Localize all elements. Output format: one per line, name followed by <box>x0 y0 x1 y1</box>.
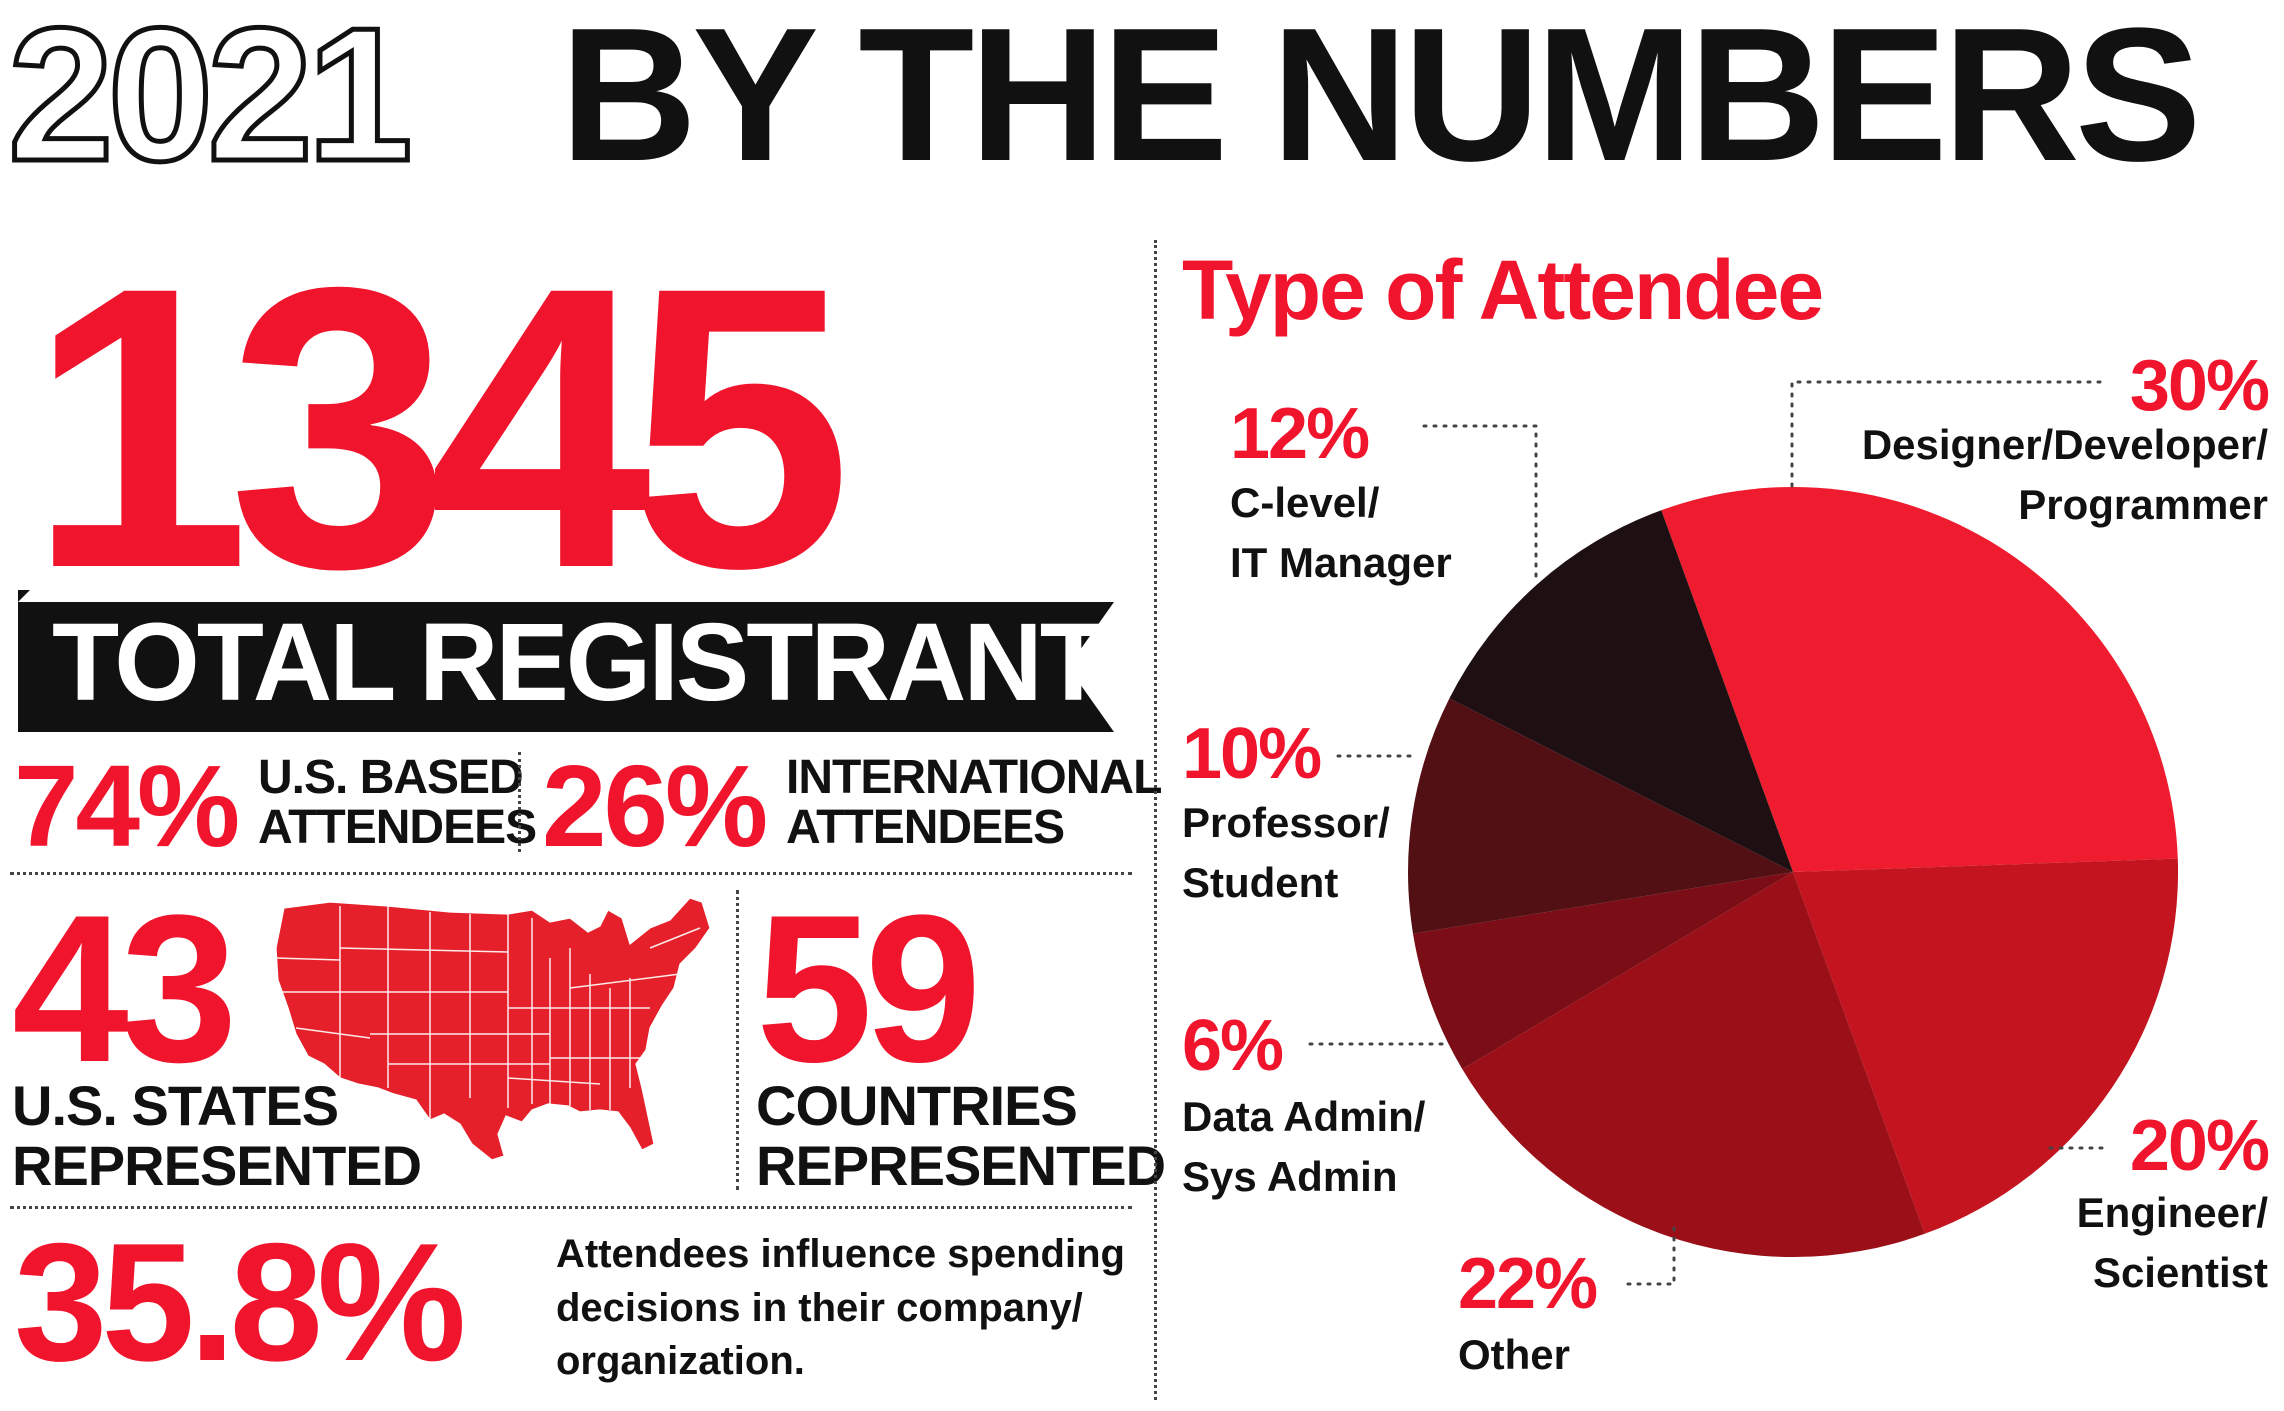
total-registrants-banner: TOTAL REGISTRANTS <box>18 590 1177 732</box>
slice-label-professor-2: Student <box>1182 859 1339 906</box>
divider-h1 <box>10 872 1132 875</box>
divider-v1 <box>518 752 521 852</box>
usa-map-icon <box>275 897 711 1161</box>
divider-h2 <box>10 1206 1132 1209</box>
pie-slice-engineer <box>1793 858 2179 1234</box>
slice-label-pct-other: 22% <box>1458 1244 1598 1324</box>
total-registrants-number: 1345 <box>28 204 852 651</box>
international-label-1: INTERNATIONAL <box>786 751 1162 804</box>
us-based-label-2: ATTENDEES <box>258 801 537 854</box>
slice-label-clevel-1: C-level/ <box>1230 479 1380 526</box>
slice-label-designer-1: Designer/Developer/ <box>1861 421 2268 468</box>
divider-center <box>1154 240 1157 1400</box>
slice-label-clevel-2: IT Manager <box>1230 539 1452 586</box>
states-label-2: REPRESENTED <box>12 1134 422 1197</box>
us-based-label-1: U.S. BASED <box>258 751 524 804</box>
slice-label-pct-engineer: 20% <box>2129 1106 2270 1186</box>
international-label-2: ATTENDEES <box>786 801 1065 854</box>
total-registrants-label: TOTAL REGISTRANTS <box>52 601 1177 724</box>
states-label-1: U.S. STATES <box>12 1074 339 1137</box>
slice-label-other: Other <box>1458 1331 1571 1378</box>
slice-label-pct-designer: 30% <box>2129 346 2270 426</box>
countries-label-2: REPRESENTED <box>756 1134 1166 1197</box>
divider-v2 <box>736 890 739 1190</box>
header-year: 2021 <box>6 0 416 201</box>
slice-label-designer-2: Programmer <box>2018 481 2268 528</box>
countries-label-1: COUNTRIES <box>756 1074 1078 1137</box>
pie-slice-other <box>1462 872 1925 1258</box>
pie-slice-professor <box>1408 698 1793 934</box>
header-title: BY THE NUMBERS <box>560 0 2202 201</box>
chart-title: Type of Attendee <box>1182 243 1824 337</box>
countries-number: 59 <box>756 871 982 1106</box>
banner-shape <box>18 590 1114 732</box>
slice-label-pct-clevel: 12% <box>1230 394 1370 474</box>
pie-slice-clevel <box>1449 510 1793 872</box>
slice-label-engineer-2: Scientist <box>2092 1249 2268 1296</box>
international-pct: 26% <box>542 741 768 871</box>
pie-slice-designer <box>1661 486 2178 872</box>
slice-label-pct-data: 6% <box>1182 1006 1284 1086</box>
slice-label-data-1: Data Admin/ <box>1182 1093 1426 1140</box>
slice-label-pct-professor: 10% <box>1182 714 1322 794</box>
influence-number: 35.8% <box>14 1208 466 1396</box>
slice-label-professor-1: Professor/ <box>1182 799 1390 846</box>
us-based-pct: 74% <box>14 741 240 871</box>
slice-label-data-2: Sys Admin <box>1182 1153 1398 1200</box>
influence-description: Attendees influence spending decisions i… <box>556 1232 1125 1384</box>
states-number: 43 <box>12 871 238 1106</box>
slice-label-engineer-1: Engineer/ <box>2076 1189 2268 1236</box>
pie-slice-data <box>1413 872 1793 1070</box>
